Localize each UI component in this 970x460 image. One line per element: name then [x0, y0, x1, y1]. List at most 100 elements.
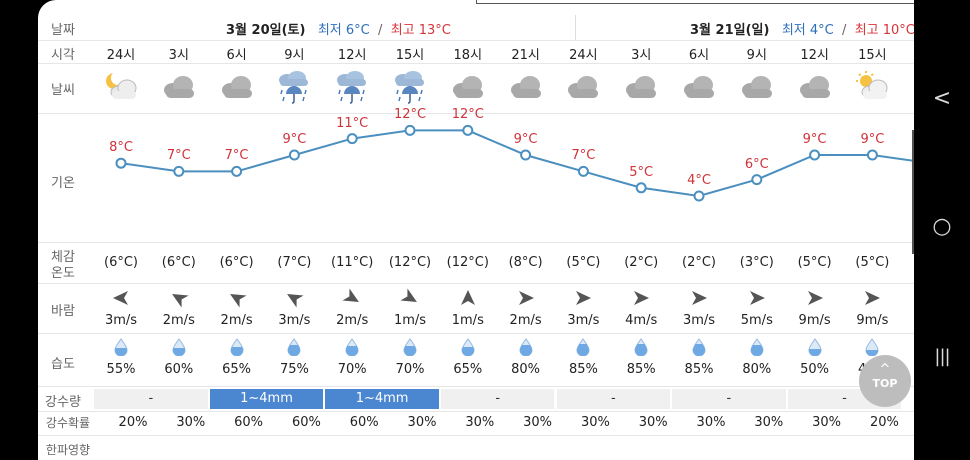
precip-prob-cell: 30%	[523, 415, 553, 430]
precip-block: 1~4mm	[325, 389, 439, 409]
divider	[38, 411, 914, 412]
humidity-drop-icon	[287, 338, 301, 357]
next-page-button[interactable]: >	[912, 130, 914, 254]
temp-separator: /	[378, 23, 383, 38]
divider	[38, 63, 914, 64]
min-temp: 4°C	[809, 23, 834, 38]
time-cell: 15시	[858, 48, 887, 63]
feels-like-cell: (7°C)	[277, 255, 312, 270]
temperature-label: 9°C	[860, 132, 885, 147]
temperature-point	[115, 157, 127, 169]
wind-arrow-icon	[516, 288, 536, 308]
rain-umbrella-icon	[390, 70, 430, 104]
wind-arrow-icon	[689, 288, 709, 308]
wind-arrow-icon	[573, 288, 593, 308]
time-cell: 24시	[569, 48, 598, 63]
wind-arrow-icon	[862, 288, 882, 308]
wind-arrow-icon	[747, 288, 767, 308]
humidity-cell: 85%	[568, 362, 598, 377]
feels-like-cell: (6°C)	[161, 255, 196, 270]
feels-like-cell: (6°C)	[104, 255, 138, 270]
time-cell: 15시	[395, 48, 425, 63]
feels-like-cell: (5°C)	[797, 255, 832, 270]
temperature-point	[693, 190, 705, 202]
wind-arrow-icon	[805, 288, 825, 308]
wind-speed-cell: 4m/s	[625, 313, 658, 328]
wind-speed-cell: 3m/s	[567, 313, 600, 328]
max-label: 최고	[390, 23, 415, 38]
precip-prob-cell: 30%	[696, 415, 726, 430]
precip-prob-cell: 30%	[638, 415, 668, 430]
row-label-wind: 바람	[51, 304, 75, 319]
divider	[38, 113, 914, 114]
divider	[38, 333, 914, 334]
rain-umbrella-icon	[274, 70, 314, 104]
nav-home-button[interactable]: ○	[932, 214, 952, 239]
temperature-label: 12°C	[451, 107, 484, 123]
humidity-cell: 80%	[511, 362, 541, 377]
temperature-label: 11°C	[336, 115, 369, 131]
humidity-cell: 70%	[395, 362, 425, 377]
divider	[38, 242, 914, 243]
humidity-drop-icon	[865, 338, 879, 357]
feels-like-cell: (6°C)	[219, 255, 254, 270]
humidity-drop-icon	[750, 338, 764, 357]
time-cell: 9시	[284, 48, 305, 63]
precip-block: -	[94, 389, 208, 409]
humidity-drop-icon	[519, 338, 533, 357]
precip-prob-cell: 60%	[291, 415, 321, 430]
temperature-point	[462, 124, 474, 136]
humidity-cell: 65%	[453, 362, 483, 377]
time-cell: 3시	[168, 48, 189, 63]
weather-table-panel: 날짜 시각 날씨 기온 체감 온도 바람 습도 강수량 강수확률 한파영향 3월…	[38, 0, 914, 460]
feels-like-cell: (2°C)	[682, 255, 716, 270]
temperature-point	[288, 149, 300, 161]
time-cell: 6시	[226, 48, 247, 63]
divider	[38, 386, 914, 387]
precip-prob-cell: 30%	[754, 415, 784, 430]
divider	[38, 40, 914, 41]
wind-speed-cell: 1m/s	[451, 313, 484, 328]
wind-speed-cell: 2m/s	[509, 313, 542, 328]
wind-speed-cell: 9m/s	[798, 313, 831, 328]
nav-recent-button[interactable]: |||	[934, 346, 950, 367]
top-label: TOP	[872, 377, 898, 390]
precip-prob-cell: 30%	[465, 415, 495, 430]
humidity-cell: 50%	[800, 362, 830, 377]
feels-like-cell: (2°C)	[624, 255, 659, 270]
temperature-point	[231, 165, 243, 177]
nav-back-button[interactable]: <	[932, 86, 952, 111]
wind-speed-cell: 3m/s	[278, 313, 311, 328]
humidity-cell: 60%	[164, 362, 194, 377]
precip-prob-cell: 30%	[176, 415, 206, 430]
cloudy-icon	[910, 70, 914, 104]
cloudy-icon	[737, 70, 777, 104]
feels-like-cell: (2	[901, 255, 914, 270]
temperature-label: 7°C	[571, 148, 596, 164]
humidity-cell: 75%	[279, 362, 309, 377]
time-cell: 21시	[511, 48, 540, 63]
precip-prob-cell: 60%	[234, 415, 264, 430]
scroll-top-button[interactable]: ^ TOP	[859, 355, 911, 407]
precip-prob-cell: 20%	[118, 415, 148, 430]
temperature-line	[120, 129, 914, 198]
temperature-label: 12°C	[393, 107, 427, 123]
temperature-label: 8°C	[109, 140, 133, 156]
humidity-drop-icon	[345, 338, 359, 357]
wind-speed-cell: 7	[901, 313, 914, 328]
temperature-label: 9°C	[282, 132, 307, 147]
temperature-point	[635, 182, 647, 194]
max-temp: 13°C	[418, 23, 451, 38]
humidity-drop-icon	[230, 338, 244, 357]
temperature-point	[809, 149, 821, 161]
wind-speed-cell: 3m/s	[682, 313, 716, 328]
row-label-precip: 강수량	[45, 395, 81, 410]
wind-speed-cell: 5m/s	[740, 313, 773, 328]
temperature-label: 7°C	[166, 148, 191, 164]
max-temp: 10°C	[882, 23, 914, 38]
time-cell: 12시	[800, 48, 829, 63]
temperature-label: 6°C	[744, 156, 769, 172]
humidity-cell: 85%	[684, 362, 714, 377]
day-date: 3월 21일(일)	[690, 23, 770, 38]
